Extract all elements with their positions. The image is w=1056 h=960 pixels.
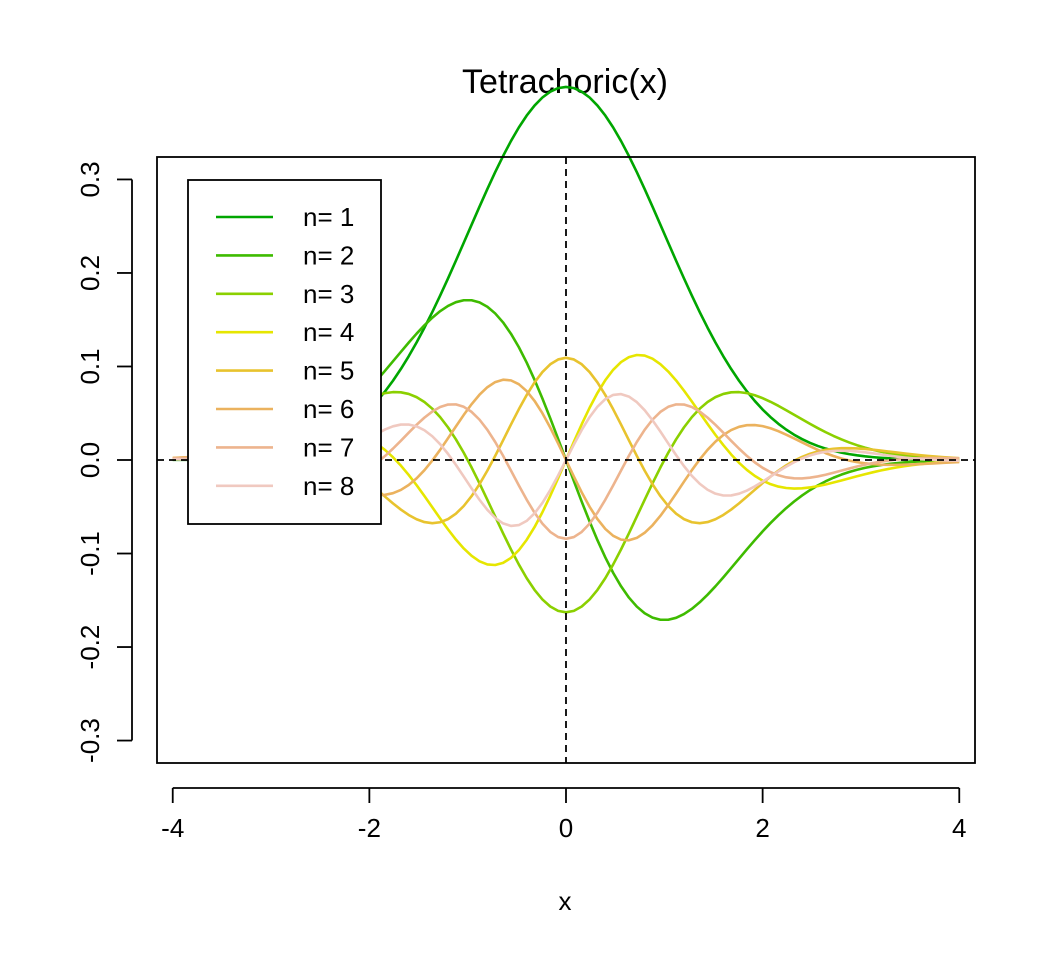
legend-label-n1: n= 1 bbox=[303, 202, 354, 232]
x-tick-label: 4 bbox=[952, 813, 966, 843]
x-tick-label: -4 bbox=[161, 813, 184, 843]
x-tick-label: -2 bbox=[358, 813, 381, 843]
legend-label-n3: n= 3 bbox=[303, 279, 354, 309]
legend-label-n4: n= 4 bbox=[303, 317, 354, 347]
y-tick-label: 0.0 bbox=[75, 442, 105, 478]
plot-layer: -4 -2 0 2 4 -0.3 -0.2 -0.1 0.0 0.1 0.2 0.3 n= 1 n= 2 n… bbox=[75, 85, 976, 843]
chart-title: Tetrachoric(x) bbox=[462, 63, 668, 101]
y-tick-label: 0.3 bbox=[75, 161, 105, 197]
x-axis-label: x bbox=[559, 886, 572, 916]
legend-label-n5: n= 5 bbox=[303, 356, 354, 386]
x-tick-label: 0 bbox=[559, 813, 573, 843]
legend-label-n8: n= 8 bbox=[303, 471, 354, 501]
y-tick-label: -0.3 bbox=[75, 718, 105, 763]
legend-label-n6: n= 6 bbox=[303, 394, 354, 424]
legend-label-n2: n= 2 bbox=[303, 240, 354, 270]
y-tick-label: 0.2 bbox=[75, 255, 105, 291]
y-tick-label: -0.2 bbox=[75, 625, 105, 670]
legend-box bbox=[187, 179, 382, 525]
legend-label-n7: n= 7 bbox=[303, 432, 354, 462]
x-tick-label: 2 bbox=[755, 813, 769, 843]
y-tick-label: 0.1 bbox=[75, 348, 105, 384]
y-tick-label: -0.1 bbox=[75, 531, 105, 576]
plot-frame bbox=[156, 156, 976, 764]
